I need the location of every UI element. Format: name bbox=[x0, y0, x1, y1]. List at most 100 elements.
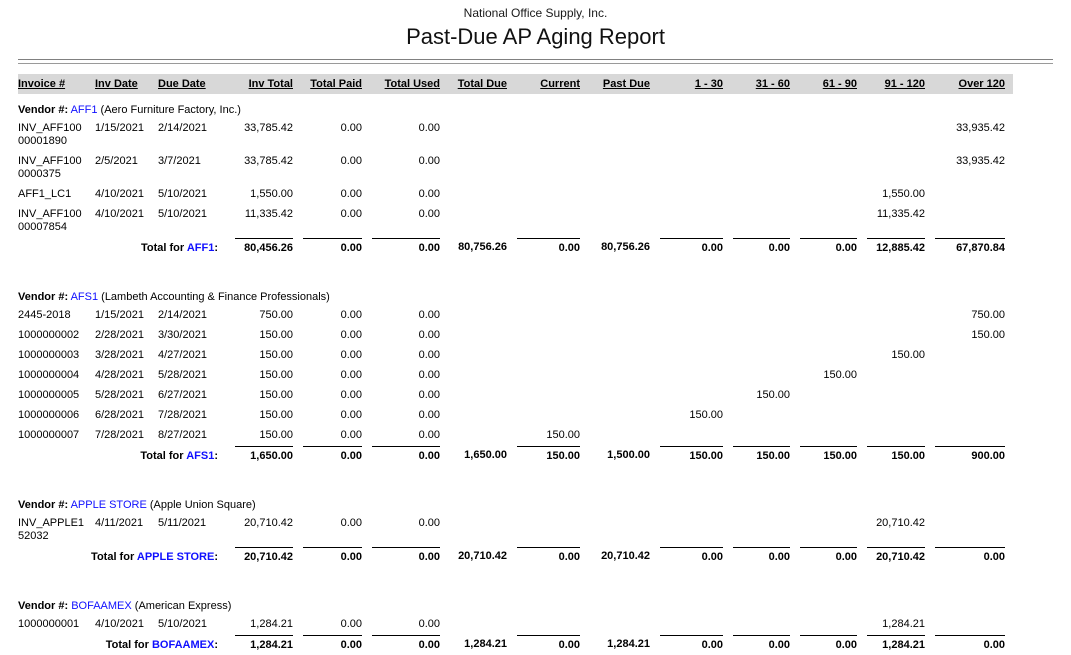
cell-b61_90: 150.00 bbox=[823, 369, 857, 381]
cell-total_used: 0.00 bbox=[418, 122, 440, 134]
total-value: 80,456.26 bbox=[235, 238, 293, 255]
cell-total_due bbox=[440, 326, 507, 346]
column-header-inv_date[interactable]: Inv Date bbox=[95, 74, 158, 94]
cell-total_used: 0.00 bbox=[418, 517, 440, 529]
cell-due_date: 4/27/2021 bbox=[158, 349, 207, 361]
page-title: Past-Due AP Aging Report bbox=[406, 24, 665, 49]
column-header-total_due[interactable]: Total Due bbox=[440, 74, 507, 94]
cell-over_120 bbox=[925, 514, 1005, 547]
cell-over_120 bbox=[925, 406, 1005, 426]
cell-inv_total: 150.00 bbox=[259, 389, 293, 401]
vendor-code-link[interactable]: APPLE STORE bbox=[70, 499, 147, 511]
vendor-total-label: Total for AFF1: bbox=[18, 238, 225, 255]
cell-total_used: 0.00 bbox=[418, 349, 440, 361]
column-header-total_used[interactable]: Total Used bbox=[362, 74, 440, 94]
cell-total_due bbox=[440, 346, 507, 366]
column-header-b31_60[interactable]: 31 - 60 bbox=[723, 74, 790, 94]
cell-b91_120: 1,550.00 bbox=[882, 188, 925, 200]
vendor-code-link[interactable]: AFS1 bbox=[186, 450, 215, 462]
total-cell-total_due: 80,756.26 bbox=[440, 238, 507, 255]
cell-total_paid: 0.00 bbox=[340, 155, 362, 167]
filler-cell bbox=[1005, 205, 1013, 238]
total-value: 0.00 bbox=[800, 547, 857, 564]
cell-over_120 bbox=[925, 615, 1005, 635]
column-header-due_date[interactable]: Due Date bbox=[158, 74, 225, 94]
invoice-row: INV_AFF10000007854 4/10/2021 5/10/2021 11,3… bbox=[18, 205, 1013, 238]
total-cell-over_120: 67,870.84 bbox=[925, 238, 1005, 255]
total-cell-past_due: 20,710.42 bbox=[580, 547, 650, 564]
cell-total_due bbox=[440, 386, 507, 406]
cell-b61_90 bbox=[790, 119, 857, 152]
total-value: 150.00 bbox=[517, 446, 580, 463]
column-header-past_due[interactable]: Past Due bbox=[580, 74, 650, 94]
total-value: 12,885.42 bbox=[867, 238, 925, 255]
cell-total_paid: 0.00 bbox=[340, 369, 362, 381]
column-header-b91_120[interactable]: 91 - 120 bbox=[857, 74, 925, 94]
vendor-code-link[interactable]: APPLE STORE bbox=[136, 551, 215, 563]
cell-total_due bbox=[440, 615, 507, 635]
cell-current bbox=[507, 119, 580, 152]
total-value: 0.00 bbox=[372, 547, 440, 564]
cell-inv_date: 3/28/2021 bbox=[95, 349, 144, 361]
vendor-header-row: Vendor #: APPLE STORE (Apple Union Squar… bbox=[18, 489, 1013, 514]
vendor-header-row: Vendor #: BOFAAMEX (American Express) bbox=[18, 590, 1013, 615]
cell-b1_30: 150.00 bbox=[689, 409, 723, 421]
total-value: 20,710.42 bbox=[867, 547, 925, 564]
section-gap bbox=[18, 463, 1013, 489]
column-header-invoice[interactable]: Invoice # bbox=[18, 74, 95, 94]
cell-invoice: AFF1_LC1 bbox=[18, 188, 72, 200]
total-cell-b31_60: 0.00 bbox=[723, 547, 790, 564]
cell-inv_date: 7/28/2021 bbox=[95, 429, 144, 441]
column-header-b1_30[interactable]: 1 - 30 bbox=[650, 74, 723, 94]
total-label-colon: : bbox=[214, 450, 218, 462]
cell-b91_120: 11,335.42 bbox=[876, 208, 925, 220]
column-header-over_120[interactable]: Over 120 bbox=[925, 74, 1005, 94]
total-label-colon: : bbox=[214, 551, 218, 563]
cell-b91_120: 20,710.42 bbox=[876, 517, 925, 529]
total-cell-b61_90: 0.00 bbox=[790, 238, 857, 255]
invoice-row: 1000000003 3/28/2021 4/27/2021 150.00 0.00 0.… bbox=[18, 346, 1013, 366]
vendor-code-link[interactable]: AFF1 bbox=[70, 104, 98, 116]
total-value: 0.00 bbox=[517, 635, 580, 652]
total-cell-past_due: 1,284.21 bbox=[580, 635, 650, 652]
cell-b1_30 bbox=[650, 615, 723, 635]
cell-total_due bbox=[440, 366, 507, 386]
cell-b61_90 bbox=[790, 406, 857, 426]
cell-over_120: 750.00 bbox=[971, 309, 1005, 321]
column-header-b61_90[interactable]: 61 - 90 bbox=[790, 74, 857, 94]
total-value: 0.00 bbox=[660, 238, 723, 255]
total-value: 150.00 bbox=[660, 446, 723, 463]
cell-current bbox=[507, 152, 580, 185]
cell-over_120: 150.00 bbox=[971, 329, 1005, 341]
total-cell-past_due: 80,756.26 bbox=[580, 238, 650, 255]
filler-cell bbox=[1005, 326, 1013, 346]
cell-inv_date: 5/28/2021 bbox=[95, 389, 144, 401]
cell-b1_30 bbox=[650, 386, 723, 406]
column-header-total_paid[interactable]: Total Paid bbox=[293, 74, 362, 94]
cell-invoice: 1000000004 bbox=[18, 369, 80, 381]
total-cell-b61_90: 0.00 bbox=[790, 635, 857, 652]
total-cell-b61_90: 150.00 bbox=[790, 446, 857, 463]
cell-total_paid: 0.00 bbox=[340, 429, 362, 441]
cell-current bbox=[507, 326, 580, 346]
cell-b31_60 bbox=[723, 152, 790, 185]
vendor-header: Vendor #: AFF1 (Aero Furniture Factory, … bbox=[18, 94, 1013, 119]
column-header-current[interactable]: Current bbox=[507, 74, 580, 94]
column-header-inv_total[interactable]: Inv Total bbox=[225, 74, 293, 94]
vendor-code-link[interactable]: AFS1 bbox=[70, 291, 99, 303]
cell-b1_30 bbox=[650, 119, 723, 152]
vendor-code-link[interactable]: AFF1 bbox=[186, 242, 215, 254]
cell-current bbox=[507, 346, 580, 366]
filler-cell bbox=[1005, 306, 1013, 326]
vendor-code-link[interactable]: BOFAAMEX bbox=[151, 639, 215, 651]
cell-b91_120 bbox=[857, 386, 925, 406]
total-cell-total_used: 0.00 bbox=[362, 238, 440, 255]
vendor-code-link[interactable]: BOFAAMEX bbox=[71, 600, 132, 612]
cell-due_date: 5/11/2021 bbox=[158, 517, 207, 529]
cell-past_due bbox=[580, 615, 650, 635]
cell-b91_120: 150.00 bbox=[891, 349, 925, 361]
aging-report-grid: Invoice # Inv Date Due Date Inv Total Total … bbox=[18, 74, 1013, 652]
cell-b1_30 bbox=[650, 205, 723, 238]
vendor-total-label: Total for APPLE STORE: bbox=[18, 547, 225, 564]
cell-inv_total: 150.00 bbox=[259, 429, 293, 441]
